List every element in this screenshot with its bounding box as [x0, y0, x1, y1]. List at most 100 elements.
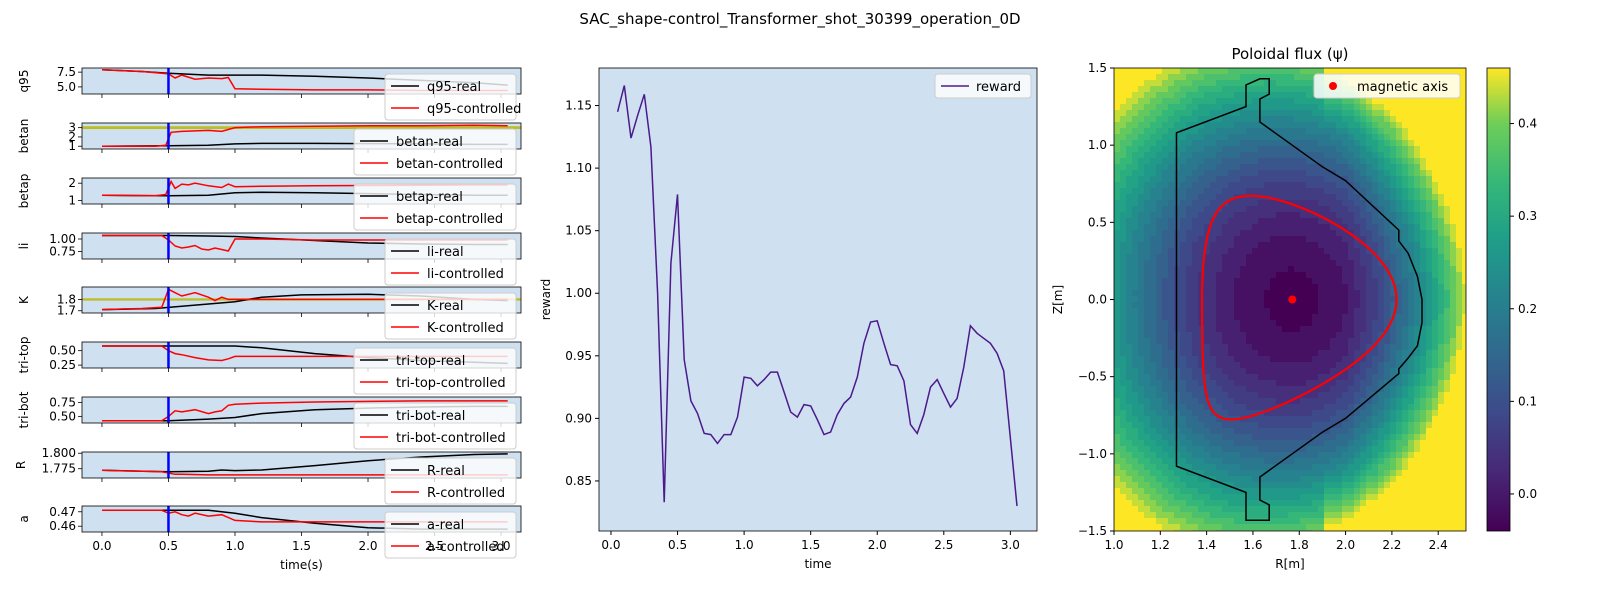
- flux-cell: [1144, 302, 1151, 309]
- flux-cell: [1156, 176, 1163, 183]
- flux-cell: [1144, 200, 1151, 207]
- flux-cell: [1348, 110, 1355, 117]
- flux-cell: [1456, 212, 1463, 219]
- flux-cell: [1294, 194, 1301, 201]
- flux-cell: [1414, 140, 1421, 147]
- flux-cell: [1246, 344, 1253, 351]
- flux-cell: [1216, 278, 1223, 285]
- flux-cell: [1186, 224, 1193, 231]
- flux-cell: [1396, 146, 1403, 153]
- flux-cell: [1288, 176, 1295, 183]
- flux-cell: [1228, 302, 1235, 309]
- flux-cell: [1258, 128, 1265, 135]
- flux-cell: [1204, 512, 1211, 519]
- flux-cell: [1120, 344, 1127, 351]
- flux-cell: [1186, 194, 1193, 201]
- flux-cell: [1120, 206, 1127, 213]
- flux-cell: [1336, 146, 1343, 153]
- flux-cell: [1132, 248, 1139, 255]
- flux-cell: [1450, 218, 1457, 225]
- flux-cell: [1144, 494, 1151, 501]
- flux-cell: [1216, 422, 1223, 429]
- flux-cell: [1138, 392, 1145, 399]
- flux-cell: [1210, 338, 1217, 345]
- flux-cell: [1258, 308, 1265, 315]
- flux-cell: [1168, 404, 1175, 411]
- flux-cell: [1366, 296, 1373, 303]
- flux-cell: [1126, 218, 1133, 225]
- flux-cell: [1114, 326, 1121, 333]
- flux-cell: [1234, 440, 1241, 447]
- flux-cell: [1264, 290, 1271, 297]
- flux-cell: [1234, 80, 1241, 87]
- flux-cell: [1204, 158, 1211, 165]
- flux-cell: [1306, 200, 1313, 207]
- flux-cell: [1252, 344, 1259, 351]
- flux-cell: [1354, 116, 1361, 123]
- flux-cell: [1120, 524, 1127, 531]
- flux-cell: [1306, 458, 1313, 465]
- flux-cell: [1234, 422, 1241, 429]
- flux-cell: [1138, 68, 1145, 75]
- flux-cell: [1234, 410, 1241, 417]
- flux-cell: [1372, 452, 1379, 459]
- flux-cell: [1438, 110, 1445, 117]
- flux-cell: [1336, 248, 1343, 255]
- flux-cell: [1354, 200, 1361, 207]
- flux-cell: [1198, 488, 1205, 495]
- flux-cell: [1384, 128, 1391, 135]
- flux-cell: [1156, 440, 1163, 447]
- flux-cell: [1126, 278, 1133, 285]
- flux-cell: [1138, 284, 1145, 291]
- flux-cell: [1114, 248, 1121, 255]
- flux-cell: [1216, 158, 1223, 165]
- flux-cell: [1312, 272, 1319, 279]
- flux-cell: [1138, 242, 1145, 249]
- flux-cell: [1240, 392, 1247, 399]
- flux-cell: [1450, 224, 1457, 231]
- flux-cell: [1318, 224, 1325, 231]
- flux-cell: [1120, 86, 1127, 93]
- flux-cell: [1210, 398, 1217, 405]
- flux-cell: [1336, 68, 1343, 75]
- flux-cell: [1246, 320, 1253, 327]
- flux-cell: [1336, 452, 1343, 459]
- flux-cell: [1444, 68, 1451, 75]
- flux-cell: [1216, 524, 1223, 531]
- flux-cell: [1204, 518, 1211, 525]
- flux-cell: [1300, 296, 1307, 303]
- flux-cell: [1420, 152, 1427, 159]
- flux-cell: [1168, 356, 1175, 363]
- flux-cell: [1138, 410, 1145, 417]
- flux-cell: [1306, 452, 1313, 459]
- flux-cell: [1186, 404, 1193, 411]
- flux-cell: [1132, 428, 1139, 435]
- flux-cell: [1234, 350, 1241, 357]
- flux-cell: [1114, 194, 1121, 201]
- flux-cell: [1144, 110, 1151, 117]
- flux-cell: [1354, 524, 1361, 531]
- flux-cell: [1420, 116, 1427, 123]
- flux-cell: [1144, 452, 1151, 459]
- flux-cell: [1288, 80, 1295, 87]
- flux-cell: [1138, 116, 1145, 123]
- flux-cell: [1438, 428, 1445, 435]
- flux-cell: [1264, 464, 1271, 471]
- flux-cell: [1186, 152, 1193, 159]
- flux-cell: [1402, 362, 1409, 369]
- flux-cell: [1168, 248, 1175, 255]
- legend-label: betap-controlled: [396, 212, 503, 227]
- flux-cell: [1210, 356, 1217, 363]
- flux-cell: [1312, 134, 1319, 141]
- flux-cell: [1192, 314, 1199, 321]
- flux-cell: [1432, 398, 1439, 405]
- flux-cell: [1114, 212, 1121, 219]
- flux-cell: [1270, 302, 1277, 309]
- flux-cell: [1132, 230, 1139, 237]
- flux-cell: [1384, 452, 1391, 459]
- flux-cell: [1144, 314, 1151, 321]
- flux-cell: [1192, 530, 1199, 531]
- flux-cell: [1390, 512, 1397, 519]
- flux-cell: [1270, 92, 1277, 99]
- flux-cell: [1252, 470, 1259, 477]
